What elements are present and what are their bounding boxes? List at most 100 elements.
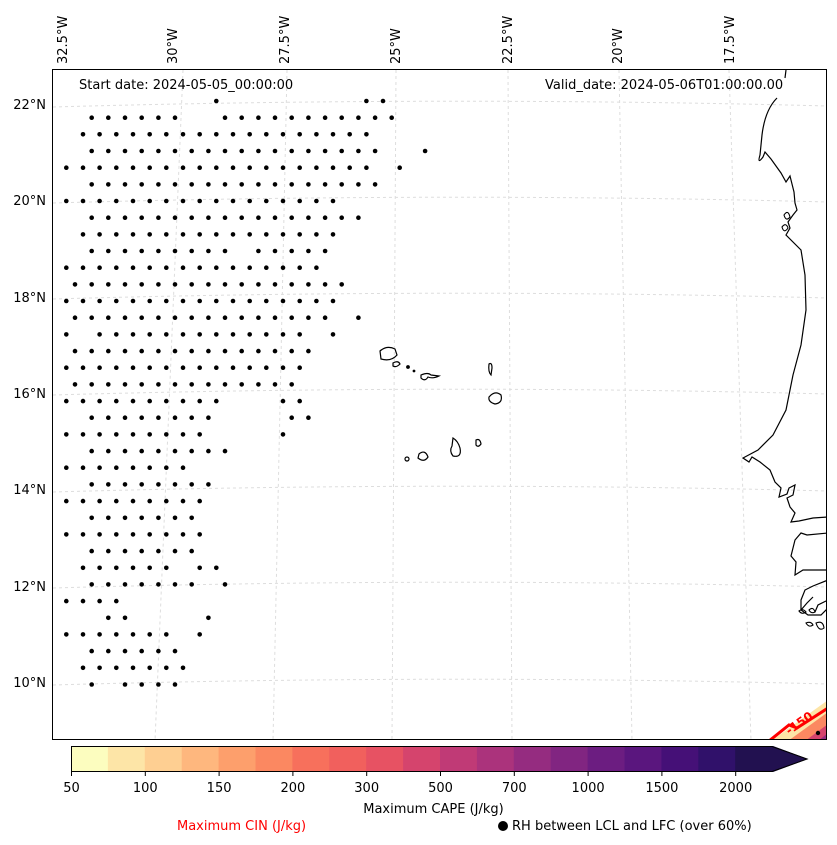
rh-dot (97, 598, 102, 604)
rh-dot (289, 382, 294, 387)
island-santo-antao (379, 346, 398, 361)
rh-dot (314, 298, 319, 304)
rh-dot (222, 382, 228, 387)
rh-dot (139, 415, 144, 421)
rh-dot (180, 498, 186, 504)
rh-dot (256, 282, 261, 287)
rh-dot (197, 565, 202, 571)
rh-dot (156, 482, 161, 487)
rh-dot (289, 315, 294, 320)
rh-dot (72, 282, 78, 287)
rh-dot (189, 248, 194, 254)
rh-dot (89, 215, 94, 220)
rh-dot (64, 432, 69, 437)
rh-dot (147, 298, 152, 304)
rh-dot (264, 132, 269, 137)
rh-dot (306, 248, 311, 254)
rh-dot (247, 165, 252, 170)
rh-dot (197, 432, 202, 437)
rh-dot (314, 132, 319, 137)
rh-dot (180, 165, 186, 170)
rh-dot (197, 132, 202, 137)
rh-dot (106, 648, 111, 654)
rh-dot (97, 365, 102, 371)
colorbar-tick-label: 150 (206, 781, 232, 796)
rh-dot (272, 182, 278, 187)
lat-label-20n: 20°N (13, 194, 46, 209)
rh-dot (306, 415, 311, 421)
rh-dot (189, 448, 194, 454)
rh-dot (239, 115, 244, 120)
rh-dot (422, 148, 428, 154)
rh-dot (314, 265, 319, 270)
colorbar-segment (550, 746, 589, 772)
colorbar-segment (292, 746, 330, 772)
map-panel[interactable]: -150 (52, 69, 827, 740)
rh-dot (97, 265, 102, 270)
rh-dot (64, 532, 69, 537)
rh-dot (130, 298, 136, 304)
rh-dot (89, 648, 94, 654)
rh-dot (106, 315, 111, 320)
rh-dot (180, 532, 186, 537)
rh-dot (147, 432, 152, 437)
rh-dot (289, 115, 294, 120)
rh-dot (189, 515, 194, 521)
rh-dot (280, 132, 286, 137)
rh-dot (222, 148, 228, 154)
rh-dot (297, 298, 302, 304)
rh-dot (289, 215, 294, 220)
rh-dot (197, 265, 202, 270)
rh-dot (64, 265, 69, 270)
rh-dot (64, 598, 69, 604)
rh-dot (172, 682, 178, 687)
colorbar-tick-label: 50 (63, 781, 80, 796)
colorbar-tick-label: 500 (428, 781, 453, 796)
rh-dot (180, 332, 186, 337)
rh-dot (247, 365, 252, 371)
parallel-22n (53, 100, 826, 108)
rh-dot (289, 248, 294, 254)
rh-dot (322, 115, 328, 120)
rh-dot (256, 148, 261, 154)
rh-dot (297, 232, 302, 237)
rh-dot (256, 182, 261, 187)
rh-dot (297, 198, 302, 204)
rh-dot (197, 498, 202, 504)
rh-dot (280, 432, 286, 437)
lat-label-14n: 14°N (13, 483, 46, 498)
rh-dot (80, 132, 86, 137)
rh-dot (80, 165, 86, 170)
rh-dot (230, 232, 236, 237)
rh-dot (64, 498, 69, 504)
rh-dot (206, 248, 211, 254)
rh-dot (130, 365, 136, 371)
rh-dot (80, 665, 86, 671)
rh-dot (172, 215, 178, 220)
rh-dot (230, 165, 236, 170)
rh-dot (164, 532, 169, 537)
rh-dot (222, 282, 228, 287)
island-maio (475, 438, 482, 447)
rh-dot (89, 548, 94, 554)
rh-dot (206, 148, 211, 154)
rh-dot (239, 382, 244, 387)
rh-dot (97, 432, 102, 437)
rh-dot (189, 315, 194, 320)
rh-dot (114, 598, 119, 604)
rh-dot (247, 332, 252, 337)
rh-dot (114, 298, 119, 304)
rh-dot (156, 148, 161, 154)
rh-dot (280, 265, 286, 270)
rh-dot (272, 282, 278, 287)
rh-dot (180, 265, 186, 270)
island-fogo (417, 451, 429, 461)
rh-dot (97, 298, 102, 304)
rh-dot (114, 165, 119, 170)
colorbar-segment (476, 746, 515, 772)
rh-dot (122, 148, 128, 154)
rh-dot (214, 565, 219, 571)
rh-dot (147, 165, 152, 170)
rh-dot (97, 398, 102, 404)
rh-dot (239, 282, 244, 287)
